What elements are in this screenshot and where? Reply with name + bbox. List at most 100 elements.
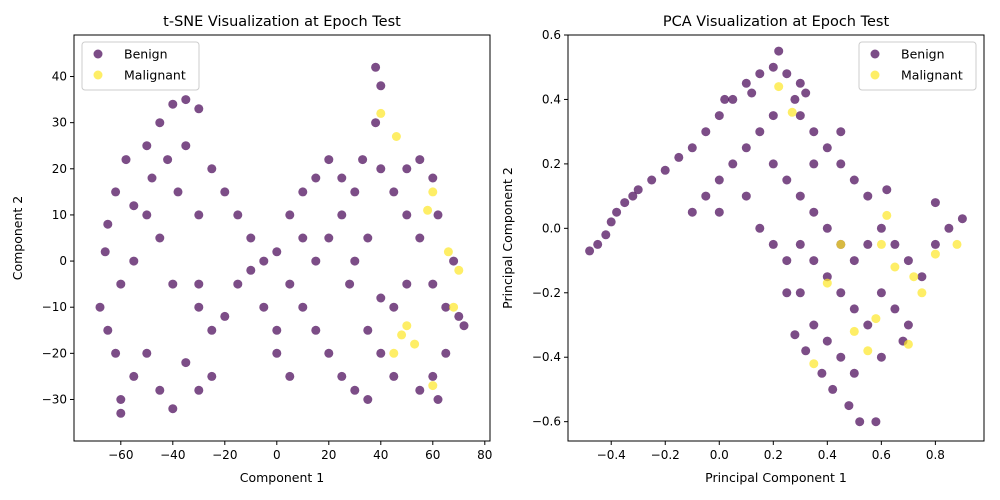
x-tick-label: −40: [160, 448, 185, 462]
point-benign-76: [285, 371, 295, 381]
x-tick-label: 20: [321, 448, 336, 462]
point-benign-20: [173, 187, 183, 197]
y-tick-label: −0.2: [532, 286, 561, 300]
y-tick-label: 0.2: [542, 157, 561, 171]
point-malignant-8: [410, 339, 420, 349]
legend-box: [858, 41, 977, 91]
point-benign-62: [828, 384, 838, 394]
point-malignant-11: [428, 381, 438, 391]
point-benign-31: [822, 223, 832, 233]
legend: Benign Malignant: [81, 41, 200, 91]
point-benign-4: [155, 385, 165, 395]
point-benign-58: [836, 159, 846, 169]
y-tick-label: 40: [52, 70, 67, 84]
x-tick-label: 0.4: [818, 448, 837, 462]
point-benign-38: [324, 155, 334, 165]
point-benign-65: [871, 417, 881, 427]
point-benign-25: [246, 233, 256, 243]
legend: Benign Malignant: [858, 41, 977, 91]
point-benign-77: [116, 408, 126, 418]
point-benign-79: [95, 302, 105, 312]
point-benign-75: [755, 223, 765, 233]
point-benign-51: [389, 302, 399, 312]
point-benign-35: [285, 210, 295, 220]
y-axis-label: Principal Component 2: [500, 167, 515, 309]
point-malignant-1: [774, 82, 784, 92]
point-benign-1: [129, 371, 139, 381]
point-benign-57: [389, 187, 399, 197]
point-benign-43: [350, 385, 360, 395]
point-benign-42: [337, 371, 347, 381]
point-benign-12: [701, 127, 711, 137]
point-benign-39: [298, 302, 308, 312]
point-benign-57: [849, 175, 859, 185]
point-benign-38: [863, 320, 873, 330]
point-benign-5: [168, 404, 178, 414]
point-benign-78: [111, 348, 121, 358]
point-benign-63: [844, 401, 854, 411]
point-benign-73: [714, 207, 724, 217]
point-benign-28: [207, 325, 217, 335]
x-axis-label: Principal Component 1: [705, 470, 847, 485]
point-benign-85: [194, 279, 204, 289]
point-benign-83: [774, 46, 784, 56]
chart-title: t-SNE Visualization at Epoch Test: [163, 14, 401, 30]
point-malignant-2: [952, 239, 962, 249]
point-benign-2: [103, 325, 113, 335]
point-benign-2: [601, 230, 611, 240]
point-malignant-3: [822, 278, 832, 288]
x-tick-label: 0.8: [926, 448, 945, 462]
point-benign-84: [747, 88, 757, 98]
point-benign-49: [363, 325, 373, 335]
y-tick-label: 10: [52, 208, 67, 222]
point-benign-64: [855, 417, 865, 427]
x-tick-label: 40: [373, 448, 388, 462]
point-malignant-12: [930, 249, 940, 259]
point-benign-12: [142, 141, 152, 151]
point-malignant-10: [397, 330, 407, 340]
point-benign-46: [863, 239, 873, 249]
point-benign-33: [246, 265, 256, 275]
point-benign-72: [337, 173, 347, 183]
point-malignant-5: [849, 326, 859, 336]
point-benign-1: [593, 239, 603, 249]
point-benign-69: [389, 371, 399, 381]
point-malignant-9: [454, 265, 464, 275]
point-benign-18: [782, 69, 792, 79]
point-benign-5: [620, 198, 630, 208]
point-benign-86: [259, 302, 269, 312]
point-benign-75: [272, 348, 282, 358]
point-benign-71: [882, 185, 892, 195]
point-benign-92: [459, 321, 469, 331]
point-benign-63: [428, 279, 438, 289]
point-benign-80: [836, 127, 846, 137]
point-malignant-7: [376, 108, 386, 118]
point-benign-21: [768, 111, 778, 121]
point-benign-77: [782, 288, 792, 298]
point-benign-11: [687, 143, 697, 153]
point-malignant-0: [391, 132, 401, 141]
point-malignant-6: [449, 302, 459, 312]
point-benign-55: [903, 320, 913, 330]
legend-label-malignant: Malignant: [901, 68, 963, 83]
chart-2: −0.4 −0.2 0.0 0.2 0.4 0.6 0.8 −0.6 −0.4 −0.2 0.0 0.…: [500, 14, 985, 485]
point-malignant-5: [389, 348, 399, 358]
point-benign-53: [371, 62, 381, 72]
x-tick-label: −60: [108, 448, 133, 462]
point-benign-42: [849, 368, 859, 378]
point-malignant-15: [876, 239, 886, 249]
point-benign-29: [220, 311, 230, 321]
y-tick-label: −10: [42, 300, 67, 314]
point-benign-34: [272, 247, 282, 257]
point-benign-46: [350, 187, 360, 197]
point-benign-52: [402, 279, 412, 289]
point-benign-78: [876, 352, 886, 362]
y-tick-label: −20: [42, 346, 67, 360]
point-benign-30: [809, 207, 819, 217]
point-benign-30: [233, 279, 243, 289]
point-benign-19: [168, 279, 178, 289]
point-malignant-14: [909, 272, 919, 282]
point-benign-9: [103, 219, 113, 229]
point-malignant-1: [402, 321, 412, 331]
